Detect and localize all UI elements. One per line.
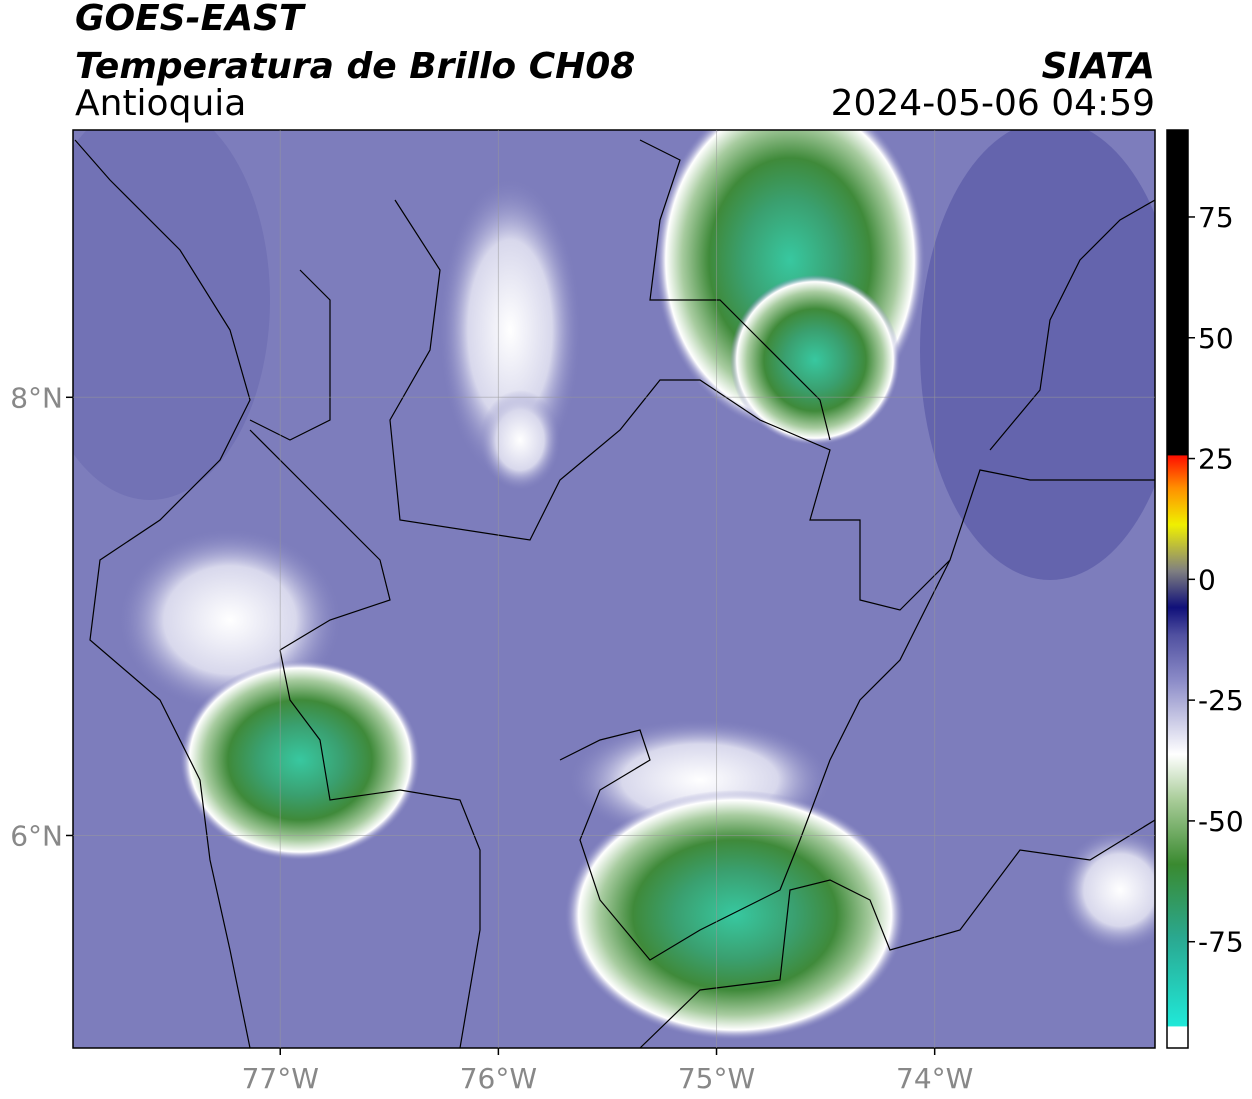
subtitle: Temperatura de Brillo CH08 [75,46,635,87]
x-tick-label: 77°W [242,1062,319,1095]
title: GOES-EAST [75,0,306,39]
map-image [73,130,1155,1048]
colorbar-tick-label: -75 [1198,926,1244,959]
colorbar-tick-label: 25 [1198,443,1234,476]
colorbar-tick-label: 75 [1198,201,1234,234]
colorbar-tick-label: 0 [1198,563,1216,596]
source: SIATA [1042,46,1155,87]
datetime: 2024-05-06 04:59 [831,83,1155,124]
y-tick-label: 8°N [10,381,63,414]
y-tick-label: 6°N [10,819,63,852]
colorbar-tick-label: 50 [1198,322,1234,355]
x-tick-label: 76°W [460,1062,537,1095]
x-tick-label: 75°W [678,1062,755,1095]
x-tick-label: 74°W [896,1062,973,1095]
colorbar [1166,129,1189,1049]
colorbar-tick-label: -50 [1198,805,1244,838]
region: Antioquia [75,83,246,124]
map-frame [72,129,1156,1049]
colorbar-tick-label: -25 [1198,684,1244,717]
